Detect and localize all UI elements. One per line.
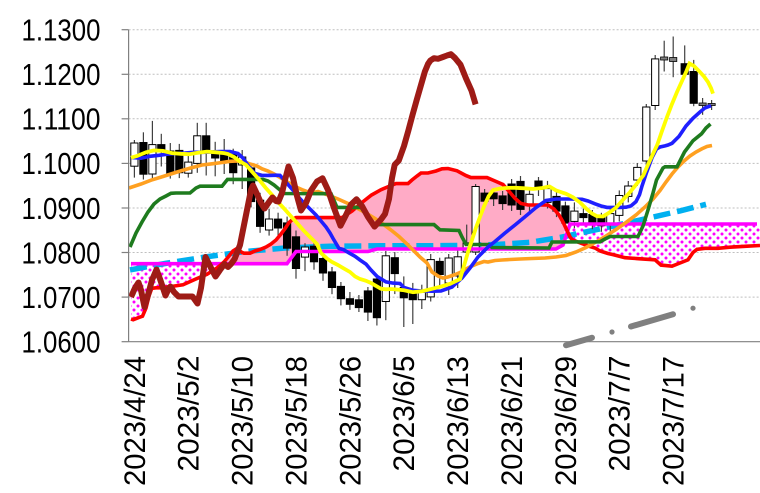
- svg-text:1.1200: 1.1200: [22, 57, 101, 92]
- svg-text:1.1300: 1.1300: [22, 13, 101, 48]
- svg-text:2023/6/5: 2023/6/5: [388, 356, 421, 472]
- svg-text:2023/6/13: 2023/6/13: [442, 356, 475, 486]
- svg-text:2023/7/17: 2023/7/17: [658, 356, 691, 486]
- svg-text:1.0700: 1.0700: [22, 280, 101, 315]
- svg-text:1.0800: 1.0800: [22, 235, 101, 270]
- svg-text:1.1100: 1.1100: [22, 102, 101, 137]
- svg-text:2023/4/24: 2023/4/24: [119, 356, 152, 486]
- svg-text:1.0600: 1.0600: [22, 325, 101, 360]
- svg-text:2023/5/10: 2023/5/10: [227, 356, 260, 486]
- svg-text:2023/7/7: 2023/7/7: [604, 356, 637, 472]
- svg-text:2023/5/18: 2023/5/18: [280, 356, 313, 486]
- svg-text:2023/6/21: 2023/6/21: [496, 356, 529, 486]
- svg-text:2023/5/2: 2023/5/2: [173, 356, 206, 472]
- svg-text:1.0900: 1.0900: [22, 191, 101, 226]
- svg-text:1.1000: 1.1000: [22, 146, 101, 181]
- svg-text:2023/6/29: 2023/6/29: [550, 356, 583, 486]
- svg-text:2023/5/26: 2023/5/26: [334, 356, 367, 486]
